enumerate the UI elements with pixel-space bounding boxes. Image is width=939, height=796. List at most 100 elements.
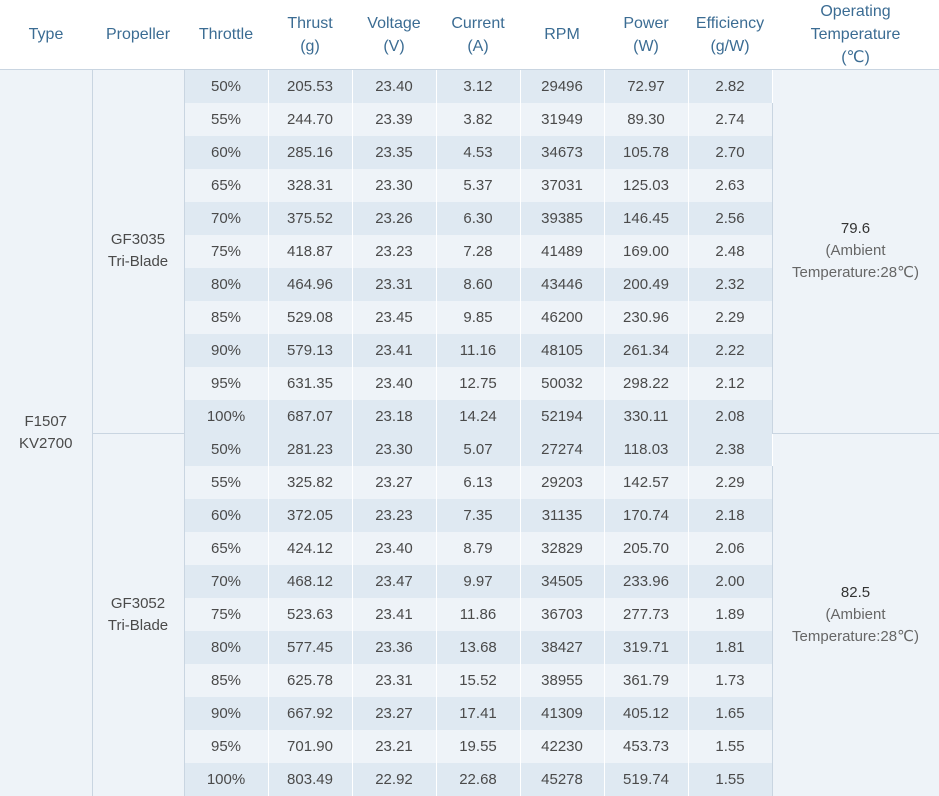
current-cell: 8.79 <box>436 532 520 565</box>
header-temperature-line: Operating <box>772 0 939 23</box>
throttle-cell: 85% <box>184 301 268 334</box>
voltage-cell: 23.45 <box>352 301 436 334</box>
current-cell: 3.82 <box>436 103 520 136</box>
efficiency-cell: 1.73 <box>688 664 772 697</box>
thrust-cell: 325.82 <box>268 466 352 499</box>
power-cell: 118.03 <box>604 433 688 466</box>
voltage-cell: 23.27 <box>352 466 436 499</box>
header-voltage: Voltage(V) <box>352 0 436 70</box>
header-current: Current(A) <box>436 0 520 70</box>
rpm-cell: 45278 <box>520 763 604 796</box>
rpm-cell: 39385 <box>520 202 604 235</box>
efficiency-cell: 1.89 <box>688 598 772 631</box>
voltage-cell: 23.47 <box>352 565 436 598</box>
thrust-cell: 523.63 <box>268 598 352 631</box>
throttle-cell: 80% <box>184 268 268 301</box>
power-cell: 200.49 <box>604 268 688 301</box>
efficiency-cell: 2.48 <box>688 235 772 268</box>
voltage-cell: 23.36 <box>352 631 436 664</box>
rpm-cell: 32829 <box>520 532 604 565</box>
rpm-cell: 48105 <box>520 334 604 367</box>
throttle-cell: 90% <box>184 334 268 367</box>
current-cell: 17.41 <box>436 697 520 730</box>
header-rpm-line: RPM <box>520 23 604 46</box>
rpm-cell: 46200 <box>520 301 604 334</box>
current-cell: 13.68 <box>436 631 520 664</box>
header-thrust: Thrust(g) <box>268 0 352 70</box>
voltage-cell: 23.30 <box>352 169 436 202</box>
throttle-cell: 55% <box>184 103 268 136</box>
thrust-cell: 631.35 <box>268 367 352 400</box>
thrust-cell: 375.52 <box>268 202 352 235</box>
thrust-cell: 577.45 <box>268 631 352 664</box>
thrust-cell: 701.90 <box>268 730 352 763</box>
thrust-cell: 285.16 <box>268 136 352 169</box>
rpm-cell: 43446 <box>520 268 604 301</box>
power-cell: 72.97 <box>604 70 688 104</box>
efficiency-cell: 2.22 <box>688 334 772 367</box>
rpm-cell: 27274 <box>520 433 604 466</box>
header-power-line: Power <box>604 12 688 35</box>
efficiency-cell: 2.70 <box>688 136 772 169</box>
voltage-cell: 23.21 <box>352 730 436 763</box>
efficiency-cell: 2.38 <box>688 433 772 466</box>
propeller-line: GF3035 <box>93 229 184 251</box>
power-cell: 361.79 <box>604 664 688 697</box>
voltage-cell: 23.40 <box>352 70 436 104</box>
header-efficiency-line: (g/W) <box>688 35 772 58</box>
efficiency-cell: 1.65 <box>688 697 772 730</box>
ambient-temperature-line: Temperature:28℃) <box>773 262 939 284</box>
thrust-cell: 244.70 <box>268 103 352 136</box>
efficiency-cell: 2.32 <box>688 268 772 301</box>
throttle-cell: 50% <box>184 70 268 104</box>
efficiency-cell: 2.74 <box>688 103 772 136</box>
rpm-cell: 37031 <box>520 169 604 202</box>
thrust-cell: 625.78 <box>268 664 352 697</box>
rpm-cell: 34505 <box>520 565 604 598</box>
voltage-cell: 23.23 <box>352 235 436 268</box>
throttle-cell: 75% <box>184 598 268 631</box>
current-cell: 9.97 <box>436 565 520 598</box>
header-thrust-line: Thrust <box>268 12 352 35</box>
thrust-cell: 687.07 <box>268 400 352 433</box>
voltage-cell: 23.26 <box>352 202 436 235</box>
current-cell: 7.28 <box>436 235 520 268</box>
thrust-cell: 529.08 <box>268 301 352 334</box>
motor-type-line: F1507 <box>0 411 92 433</box>
rpm-cell: 34673 <box>520 136 604 169</box>
propeller-line: Tri-Blade <box>93 615 184 637</box>
efficiency-cell: 1.55 <box>688 763 772 796</box>
voltage-cell: 23.35 <box>352 136 436 169</box>
throttle-cell: 95% <box>184 367 268 400</box>
power-cell: 405.12 <box>604 697 688 730</box>
rpm-cell: 31135 <box>520 499 604 532</box>
efficiency-cell: 2.00 <box>688 565 772 598</box>
throttle-cell: 85% <box>184 664 268 697</box>
rpm-cell: 41489 <box>520 235 604 268</box>
rpm-cell: 52194 <box>520 400 604 433</box>
header-current-line: (A) <box>436 35 520 58</box>
header-efficiency-line: Efficiency <box>688 12 772 35</box>
current-cell: 6.30 <box>436 202 520 235</box>
current-cell: 4.53 <box>436 136 520 169</box>
header-power-line: (W) <box>604 35 688 58</box>
efficiency-cell: 1.55 <box>688 730 772 763</box>
power-cell: 205.70 <box>604 532 688 565</box>
current-cell: 19.55 <box>436 730 520 763</box>
voltage-cell: 23.41 <box>352 334 436 367</box>
current-cell: 11.86 <box>436 598 520 631</box>
rpm-cell: 38955 <box>520 664 604 697</box>
rpm-cell: 41309 <box>520 697 604 730</box>
current-cell: 3.12 <box>436 70 520 104</box>
efficiency-cell: 2.08 <box>688 400 772 433</box>
header-propeller-line: Propeller <box>92 23 184 46</box>
power-cell: 519.74 <box>604 763 688 796</box>
throttle-cell: 65% <box>184 532 268 565</box>
power-cell: 89.30 <box>604 103 688 136</box>
header-rpm: RPM <box>520 0 604 70</box>
